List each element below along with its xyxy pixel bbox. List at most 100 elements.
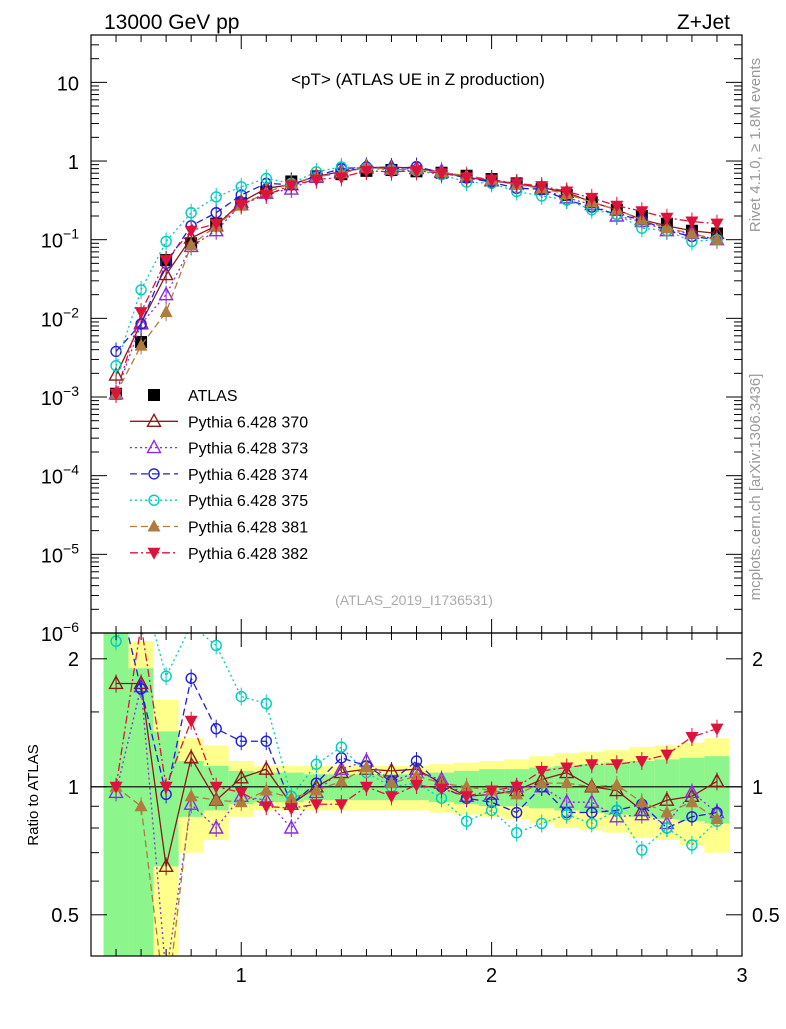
legend-marker-pythia-6-428-381 (147, 519, 161, 532)
main-point-pythia-6-428-382-8 (309, 174, 323, 187)
ratio-point-pythia-6-428-375-15 (485, 804, 498, 817)
main-plot-series (108, 157, 725, 403)
header-energy: 13000 GeV pp (104, 11, 239, 34)
ratio-point-pythia-6-428-381-24 (710, 811, 724, 824)
legend-marker-pythia-6-428-374 (148, 468, 160, 480)
rivet-version-label: Rivet 4.1.0, ≥ 1.8M events (747, 58, 764, 232)
ratio-point-pythia-6-428-382-0 (109, 781, 123, 794)
ratio-point-pythia-6-428-382-6 (259, 801, 273, 814)
ratio-point-pythia-6-428-375-8 (310, 758, 323, 770)
ratio-point-pythia-6-428-382-21 (635, 755, 649, 768)
main-point-pythia-6-428-382-10 (359, 165, 373, 178)
main-point-pythia-6-428-382-2 (159, 255, 173, 268)
ratio-point-pythia-6-428-370-6 (258, 760, 274, 775)
ratio-point-pythia-6-428-374-4 (210, 722, 222, 735)
ratio-point-pythia-6-428-373-21 (634, 806, 650, 821)
main-point-pythia-6-428-382-16 (510, 178, 524, 191)
ratio-point-pythia-6-428-382-17 (535, 765, 549, 778)
ratio-point-pythia-6-428-382-11 (384, 791, 398, 804)
ratio-point-pythia-6-428-374-1 (135, 683, 147, 695)
ratio-point-pythia-6-428-381-1 (134, 799, 148, 812)
main-y-tick-label-7: 10−6 (41, 619, 79, 646)
main-point-pythia-6-428-382-17 (535, 181, 549, 194)
main-point-pythia-6-428-373-2 (158, 286, 174, 301)
main-point-pythia-6-428-375-4 (210, 191, 222, 203)
ratio-point-pythia-6-428-373-7 (283, 819, 299, 834)
main-point-pythia-6-428-382-0 (109, 388, 123, 401)
main-y-tick-label-3: 10−2 (41, 304, 79, 331)
ratio-y-tick-label-left-2: 2 (68, 649, 79, 671)
plot-axes: 1 2 3 10 1 10−1 10−2 10−3 10−4 10−5 10−6 0.5 0.5 1 1 2 2 (41, 34, 780, 987)
legend-marker-pythia-6-428-382 (147, 547, 161, 560)
main-y-tick-label-1: 1 (68, 152, 79, 174)
mcplots-label: mcplots.cern.ch [arXiv:1306.3436] (747, 374, 764, 601)
ratio-point-pythia-6-428-381-2 (160, 1002, 173, 1014)
main-point-pythia-6-428-381-22 (660, 221, 674, 234)
main-line-pythia-6-428-382 (115, 170, 718, 394)
main-point-pythia-6-428-382-12 (410, 165, 423, 178)
ratio-point-pythia-6-428-375-17 (535, 817, 548, 830)
ratio-point-pythia-6-428-381-4 (209, 793, 223, 806)
main-point-pythia-6-428-382-11 (384, 166, 398, 179)
main-point-pythia-6-428-382-21 (635, 206, 649, 219)
ratio-point-pythia-6-428-382-8 (309, 799, 323, 812)
ratio-plot-series (108, 633, 725, 1014)
ratio-point-pythia-6-428-375-21 (636, 844, 648, 856)
ratio-y-tick-label-right-1: 1 (752, 777, 763, 799)
header-process: Z+Jet (677, 11, 730, 34)
ratio-point-pythia-6-428-382-4 (209, 781, 223, 794)
legend-label-pythia-6-428-375: Pythia 6.428 375 (188, 493, 308, 510)
main-line-pythia-6-428-375 (115, 166, 718, 366)
main-point-pythia-6-428-382-9 (334, 172, 348, 185)
legend-label-pythia-6-428-370: Pythia 6.428 370 (188, 414, 308, 431)
ratio-point-pythia-6-428-374-3 (185, 672, 197, 684)
x-tick-label-3: 3 (736, 965, 747, 987)
main-series-pythia-6-428-381 (109, 158, 724, 403)
legend-marker-atlas (148, 389, 160, 401)
ratio-point-pythia-6-428-370-2 (158, 857, 174, 873)
ratio-point-pythia-6-428-382-12 (410, 779, 423, 792)
ratio-point-pythia-6-428-374-16 (510, 806, 523, 819)
ratio-point-pythia-6-428-375-4 (210, 639, 222, 652)
ratio-point-pythia-6-428-381-9 (334, 774, 348, 787)
ratio-point-pythia-6-428-381-11 (384, 776, 398, 789)
main-line-pythia-6-428-370 (115, 166, 718, 376)
plot-title: <pT> (ATLAS UE in Z production) (291, 70, 545, 89)
main-point-pythia-6-428-381-23 (685, 226, 699, 239)
ratio-point-pythia-6-428-382-14 (460, 791, 474, 804)
ratio-y-axis-label: Ratio to ATLAS (25, 744, 42, 845)
ratio-point-pythia-6-428-375-2 (160, 670, 172, 682)
legend: ATLAS Pythia 6.428 370 Pythia 6.428 373 Pyt… (130, 388, 308, 563)
ratio-point-pythia-6-428-374-12 (410, 755, 423, 767)
legend-label-atlas: ATLAS (188, 388, 238, 405)
ratio-point-pythia-6-428-381-3 (184, 789, 198, 802)
ratio-point-pythia-6-428-381-6 (259, 783, 273, 796)
main-line-pythia-6-428-374 (115, 165, 718, 352)
ratio-point-pythia-6-428-382-3 (184, 715, 198, 728)
ratio-point-pythia-6-428-382-22 (660, 749, 674, 762)
ratio-point-pythia-6-428-375-5 (235, 690, 247, 703)
ratio-point-pythia-6-428-373-4 (208, 819, 224, 834)
main-point-pythia-6-428-382-13 (435, 168, 449, 181)
legend-label-pythia-6-428-374: Pythia 6.428 374 (188, 467, 308, 484)
ratio-point-pythia-6-428-382-9 (334, 799, 348, 812)
analysis-id: (ATLAS_2019_I1736531) (335, 592, 493, 608)
ratio-point-pythia-6-428-370-5 (233, 769, 249, 784)
legend-label-pythia-6-428-382: Pythia 6.428 382 (188, 546, 308, 563)
main-series-atlas (110, 160, 723, 403)
legend-marker-pythia-6-428-375 (148, 494, 160, 506)
ratio-point-pythia-6-428-375-19 (586, 817, 598, 830)
main-point-pythia-6-428-382-1 (134, 307, 148, 320)
legend-marker-pythia-6-428-373 (146, 439, 162, 454)
ratio-point-pythia-6-428-381-8 (309, 783, 323, 796)
ratio-point-pythia-6-428-381-14 (460, 779, 474, 792)
ratio-point-pythia-6-428-382-15 (485, 785, 499, 798)
ratio-y-tick-label-right-0: 0.5 (752, 905, 780, 927)
main-point-pythia-6-428-382-23 (685, 216, 699, 229)
main-y-tick-label-5: 10−4 (41, 462, 79, 489)
ratio-series-pythia-6-428-381 (109, 758, 724, 1014)
ratio-point-pythia-6-428-382-20 (610, 759, 624, 772)
main-point-pythia-6-428-381-2 (159, 305, 173, 318)
ratio-point-pythia-6-428-374-6 (260, 735, 272, 747)
ratio-y-tick-label-right-2: 2 (752, 649, 763, 671)
